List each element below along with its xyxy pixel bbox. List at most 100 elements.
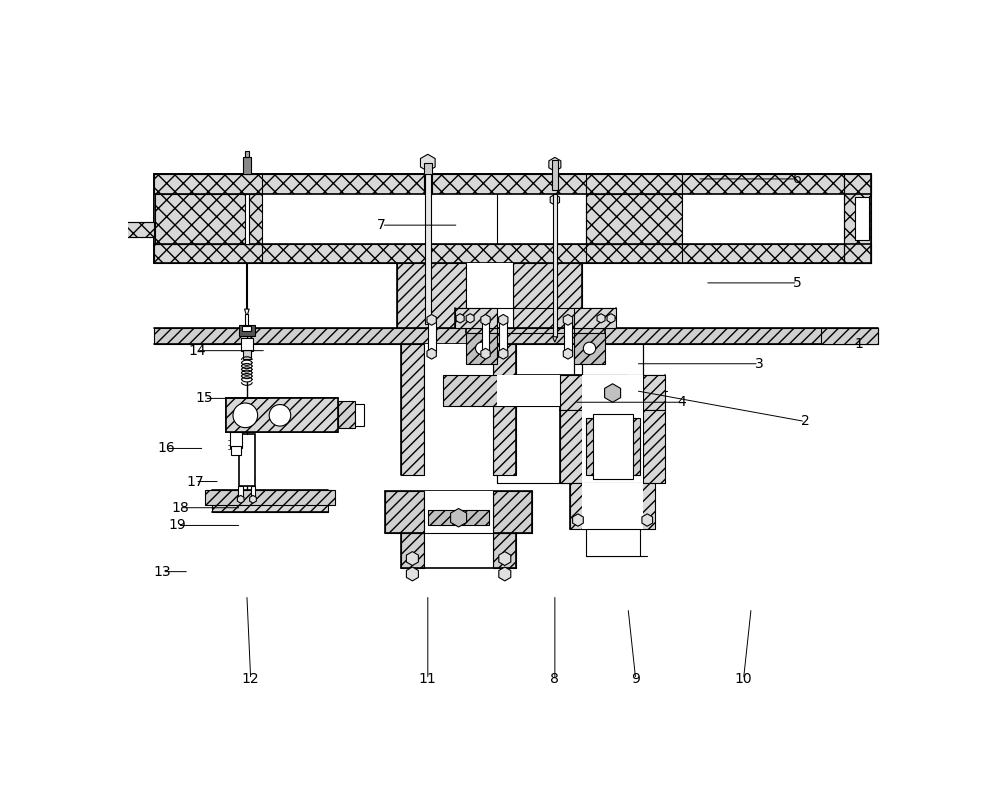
Bar: [424, 533, 493, 568]
Text: 7: 7: [377, 218, 386, 232]
Bar: [574, 333, 605, 364]
Bar: [586, 418, 640, 475]
Bar: [425, 174, 431, 324]
Text: 11: 11: [419, 672, 437, 686]
Bar: [643, 410, 665, 483]
Bar: [239, 325, 255, 336]
Bar: [397, 263, 466, 333]
Bar: [552, 161, 558, 190]
Bar: [338, 401, 355, 428]
Text: 17: 17: [186, 474, 204, 488]
Bar: [424, 345, 493, 475]
Bar: [155, 194, 263, 243]
Bar: [593, 414, 633, 479]
Bar: [499, 320, 507, 352]
Bar: [582, 410, 643, 483]
Circle shape: [583, 342, 596, 354]
Bar: [820, 328, 878, 345]
Text: 1: 1: [855, 337, 863, 351]
Bar: [560, 410, 582, 483]
Bar: [245, 151, 249, 157]
Bar: [497, 328, 574, 333]
Bar: [512, 263, 582, 333]
Circle shape: [269, 405, 291, 426]
Bar: [466, 333, 497, 364]
Bar: [574, 328, 605, 333]
Text: 6: 6: [793, 172, 802, 186]
Bar: [243, 157, 251, 174]
Bar: [212, 490, 328, 512]
Bar: [231, 446, 241, 455]
Polygon shape: [553, 337, 557, 342]
Bar: [493, 491, 532, 533]
Text: 13: 13: [153, 564, 171, 578]
Bar: [428, 510, 489, 526]
Bar: [154, 174, 871, 263]
Text: 3: 3: [755, 357, 763, 371]
Bar: [251, 486, 255, 498]
Bar: [493, 533, 516, 568]
Bar: [855, 197, 869, 240]
Bar: [424, 491, 493, 533]
Bar: [116, 222, 154, 238]
Bar: [466, 328, 497, 333]
Bar: [586, 530, 640, 556]
Bar: [574, 308, 616, 328]
Bar: [243, 350, 251, 359]
Text: 4: 4: [678, 395, 686, 410]
Bar: [238, 486, 243, 498]
Text: 16: 16: [157, 441, 175, 456]
Text: 12: 12: [242, 672, 260, 686]
Bar: [553, 194, 557, 337]
Text: 5: 5: [793, 276, 802, 290]
Bar: [424, 491, 493, 533]
Bar: [226, 397, 338, 432]
Bar: [497, 345, 574, 483]
Text: 15: 15: [196, 392, 213, 406]
Bar: [241, 337, 253, 351]
Text: 19: 19: [169, 518, 186, 533]
Bar: [242, 326, 251, 331]
Bar: [205, 490, 335, 505]
Bar: [844, 174, 871, 263]
Text: 14: 14: [188, 344, 206, 358]
Circle shape: [233, 403, 258, 427]
Bar: [443, 375, 628, 406]
Bar: [154, 174, 871, 194]
Bar: [582, 483, 643, 530]
Bar: [245, 314, 248, 325]
Bar: [401, 533, 424, 568]
Text: 9: 9: [631, 672, 640, 686]
Bar: [482, 320, 489, 352]
Bar: [560, 375, 582, 410]
Bar: [586, 194, 682, 243]
Bar: [582, 375, 643, 410]
Circle shape: [476, 342, 488, 354]
Text: 10: 10: [735, 672, 752, 686]
Text: 18: 18: [171, 500, 189, 515]
Bar: [401, 345, 424, 475]
Bar: [570, 483, 655, 530]
Bar: [154, 328, 878, 345]
Polygon shape: [245, 309, 249, 317]
Bar: [154, 194, 871, 243]
Bar: [239, 434, 255, 486]
Bar: [385, 491, 424, 533]
Bar: [154, 243, 871, 263]
Bar: [497, 375, 574, 406]
Text: 2: 2: [801, 414, 809, 428]
Bar: [682, 194, 844, 243]
Bar: [643, 375, 665, 410]
Bar: [245, 194, 249, 243]
Bar: [455, 308, 497, 328]
Bar: [262, 194, 497, 243]
Bar: [466, 263, 512, 333]
Bar: [424, 163, 432, 194]
Text: 8: 8: [550, 672, 559, 686]
Bar: [493, 345, 516, 475]
Bar: [355, 404, 364, 426]
Bar: [230, 432, 242, 448]
Bar: [582, 345, 643, 410]
Bar: [564, 320, 572, 352]
Bar: [428, 320, 436, 352]
